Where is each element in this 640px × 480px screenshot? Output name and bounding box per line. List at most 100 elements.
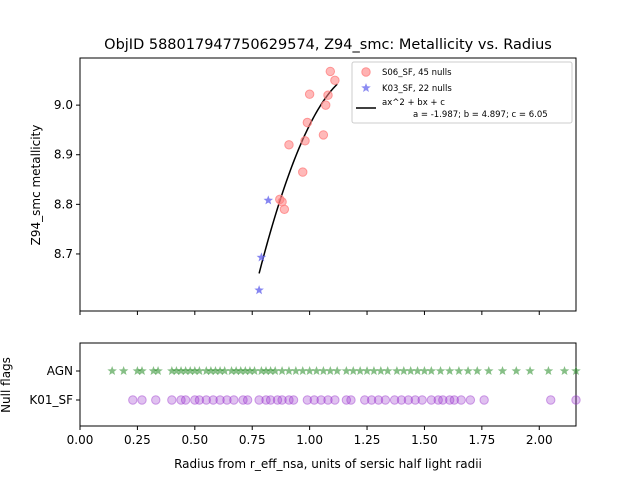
agn-flag-point bbox=[348, 366, 359, 376]
k03-sf-point bbox=[256, 252, 267, 262]
top-axes: 8.7 8.8 8.9 9.0 bbox=[54, 57, 577, 315]
top-y-tick-label: 9.0 bbox=[54, 98, 73, 112]
k01-sf-flag-point bbox=[137, 395, 147, 405]
agn-flag-point bbox=[435, 366, 446, 376]
agn-flag-point bbox=[525, 366, 535, 376]
k03-sf-point bbox=[254, 285, 264, 295]
agn-flag-point bbox=[249, 366, 260, 376]
agn-flag-point bbox=[382, 366, 393, 376]
k01-sf-flag-point bbox=[229, 395, 239, 405]
top-y-tick-label: 8.7 bbox=[54, 247, 73, 261]
agn-flag-point bbox=[190, 366, 200, 376]
s06-sf-point bbox=[302, 117, 313, 128]
top-y-tick-label: 8.8 bbox=[54, 197, 73, 211]
k01-sf-flag-point bbox=[417, 395, 427, 405]
agn-flag-point bbox=[180, 366, 191, 376]
legend-marker-s06 bbox=[361, 67, 371, 77]
k01-sf-flag-point bbox=[316, 395, 326, 405]
k01-sf-flag-point bbox=[465, 395, 476, 405]
k01-sf-flag-point bbox=[396, 395, 407, 405]
k03-sf-point bbox=[263, 195, 274, 205]
agn-flag-point bbox=[463, 366, 473, 376]
k01-sf-flag-point bbox=[272, 395, 283, 405]
k01-sf-flag-point bbox=[176, 395, 186, 405]
agn-flag-point bbox=[355, 366, 365, 376]
k01-sf-flag-point bbox=[167, 395, 177, 405]
agn-flag-point bbox=[245, 366, 255, 376]
agn-flag-point bbox=[153, 366, 163, 376]
agn-flag-point bbox=[454, 366, 464, 376]
k01-sf-flag-point bbox=[403, 395, 414, 405]
agn-flag-point bbox=[444, 366, 455, 376]
k01-sf-flag-point bbox=[373, 395, 384, 405]
bottom-axes-frame bbox=[79, 342, 577, 427]
k01-sf-flag-point bbox=[449, 395, 459, 405]
agn-flag-point bbox=[311, 366, 322, 376]
k01-sf-flag-point bbox=[288, 395, 299, 405]
k01-sf-flag-point bbox=[380, 395, 391, 405]
legend-label-s06: S06_SF, 45 nulls bbox=[382, 68, 452, 78]
agn-flag-point bbox=[559, 366, 570, 376]
k01-sf-flag-point bbox=[190, 395, 200, 405]
agn-flag-point bbox=[265, 366, 276, 376]
bottom-x-tick-label: 2.00 bbox=[526, 433, 553, 447]
k01-sf-flag-point bbox=[238, 395, 248, 405]
bottom-y-axis-label: Null flags bbox=[0, 357, 13, 413]
k01-sf-flag-point bbox=[128, 395, 138, 405]
agn-flag-point bbox=[194, 366, 205, 376]
legend-label-fit: ax^2 + bx + c bbox=[382, 98, 445, 108]
k01-sf-flag-point bbox=[571, 395, 581, 405]
top-y-axis-label: Z94_smc metallicity bbox=[29, 125, 43, 246]
agn-flag-point bbox=[256, 366, 267, 376]
agn-flag-point bbox=[176, 366, 186, 376]
agn-flag-point bbox=[235, 366, 246, 376]
k01-sf-flag-point bbox=[360, 395, 370, 405]
agn-flag-point bbox=[483, 366, 494, 376]
s06-sf-point bbox=[300, 136, 310, 146]
s06-sf-point bbox=[298, 167, 308, 177]
agn-flag-point bbox=[226, 366, 237, 376]
bottom-y-ticks: AGN K01_SF bbox=[29, 364, 80, 407]
agn-flag-point bbox=[511, 366, 522, 376]
agn-flag-point bbox=[277, 366, 287, 376]
agn-flag-point bbox=[332, 366, 342, 376]
k01-sf-flag-point bbox=[222, 395, 232, 405]
legend-label-fit-params: a = -1.987; b = 4.897; c = 6.05 bbox=[413, 110, 548, 120]
bottom-x-tick-label: 0.75 bbox=[239, 433, 266, 447]
agn-flag-point bbox=[132, 366, 143, 376]
agn-flag-point bbox=[543, 366, 554, 376]
agn-flag-point bbox=[369, 366, 379, 376]
agn-flag-point bbox=[362, 366, 372, 376]
top-axes-frame bbox=[79, 57, 577, 312]
agn-flag-point bbox=[167, 366, 177, 376]
k01-sf-flag-point bbox=[261, 395, 271, 405]
agn-flag-point bbox=[419, 366, 430, 376]
s06-sf-point bbox=[284, 140, 294, 150]
agn-flag-point bbox=[137, 366, 147, 376]
k01-sf-flag-point bbox=[445, 395, 455, 405]
bottom-axes: 0.00 0.25 0.50 0.75 1.00 1.25 1.50 1.75 2.00 AGN… bbox=[29, 342, 581, 447]
top-chart-title: ObjID 588017947750629574, Z94_smc: Metal… bbox=[104, 37, 552, 53]
k01-sf-flag-point bbox=[433, 395, 443, 405]
agn-flag-point bbox=[215, 366, 225, 376]
k01-sf-flag-point bbox=[254, 395, 264, 405]
agn-flag-point bbox=[240, 366, 251, 376]
k01-sf-flag-point bbox=[302, 395, 313, 405]
x-axis-label: Radius from r_eff_nsa, units of sersic h… bbox=[174, 457, 482, 471]
legend-marker-k03 bbox=[361, 83, 371, 93]
k01-sf-flag-point bbox=[426, 395, 437, 405]
fit-curve-group bbox=[258, 83, 338, 274]
k01-sf-flag-point bbox=[242, 395, 253, 405]
k01-sf-flag-point bbox=[346, 395, 356, 405]
agn-flag-point bbox=[297, 366, 308, 376]
s06-sf-point bbox=[304, 89, 315, 99]
k01-sf-flag-point bbox=[479, 395, 489, 405]
k01-sf-flag-point bbox=[201, 395, 211, 405]
agn-flag-point bbox=[325, 366, 336, 376]
k01-sf-flag-point bbox=[330, 395, 340, 405]
k01-sf-flag-point bbox=[410, 395, 420, 405]
legend-label-k03: K03_SF, 22 nulls bbox=[382, 84, 452, 94]
agn-flag-point bbox=[318, 366, 329, 376]
agn-flag-point bbox=[291, 366, 301, 376]
